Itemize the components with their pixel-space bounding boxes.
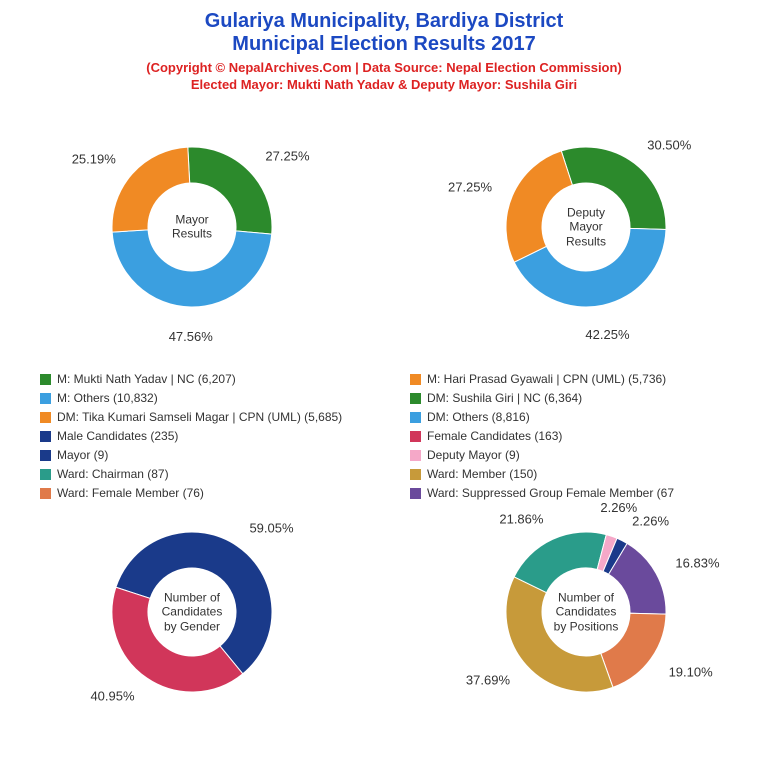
slice-label: 27.25% bbox=[448, 180, 492, 195]
legend-text: M: Others (10,832) bbox=[57, 389, 158, 407]
legend-text: Mayor (9) bbox=[57, 446, 108, 464]
legend-swatch bbox=[40, 488, 51, 499]
slice-label: 16.83% bbox=[675, 555, 719, 570]
legend-text: Ward: Chairman (87) bbox=[57, 465, 169, 483]
legend-swatch bbox=[410, 412, 421, 423]
legend-item: Male Candidates (235) bbox=[40, 427, 410, 445]
legend-item: Ward: Female Member (76) bbox=[40, 484, 410, 502]
legend-item: M: Hari Prasad Gyawali | CPN (UML) (5,73… bbox=[410, 370, 768, 388]
legend-swatch bbox=[410, 393, 421, 404]
slice-label: 21.86% bbox=[499, 512, 543, 527]
legend-text: DM: Tika Kumari Samseli Magar | CPN (UML… bbox=[57, 408, 342, 426]
slice-label: 19.10% bbox=[669, 664, 713, 679]
legend-swatch bbox=[40, 374, 51, 385]
slice-label: 25.19% bbox=[72, 152, 116, 167]
legend-text: Deputy Mayor (9) bbox=[427, 446, 520, 464]
legend-swatch bbox=[410, 431, 421, 442]
slice-label: 42.25% bbox=[585, 327, 629, 342]
legend-text: M: Mukti Nath Yadav | NC (6,207) bbox=[57, 370, 236, 388]
legend-item: DM: Tika Kumari Samseli Magar | CPN (UML… bbox=[40, 408, 410, 426]
legend-swatch bbox=[40, 450, 51, 461]
legend-text: DM: Sushila Giri | NC (6,364) bbox=[427, 389, 582, 407]
legend-item: Female Candidates (163) bbox=[410, 427, 768, 445]
legend: M: Mukti Nath Yadav | NC (6,207)M: Other… bbox=[40, 370, 768, 503]
mayor-chart: 27.25% 47.56% 25.19% MayorResults bbox=[12, 102, 372, 352]
bottom-chart-row: 59.05% 40.95% Number ofCandidatesby Gender… bbox=[0, 502, 768, 752]
slice-label: 30.50% bbox=[647, 138, 691, 153]
donut-slice bbox=[112, 230, 272, 307]
legend-swatch bbox=[410, 469, 421, 480]
legend-text: Male Candidates (235) bbox=[57, 427, 178, 445]
subtitle-line1: (Copyright © NepalArchives.Com | Data So… bbox=[0, 60, 768, 75]
gender-chart: 59.05% 40.95% Number ofCandidatesby Gender bbox=[12, 502, 372, 752]
legend-swatch bbox=[410, 450, 421, 461]
legend-swatch bbox=[40, 431, 51, 442]
donut-center-label: DeputyMayorResults bbox=[566, 205, 606, 248]
legend-text: Ward: Female Member (76) bbox=[57, 484, 204, 502]
legend-item: Ward: Chairman (87) bbox=[40, 465, 410, 483]
legend-swatch bbox=[40, 412, 51, 423]
slice-label: 2.26% bbox=[632, 514, 669, 529]
title-line1: Gulariya Municipality, Bardiya District bbox=[0, 10, 768, 33]
donut-slice bbox=[506, 151, 572, 262]
slice-label: 59.05% bbox=[249, 520, 293, 535]
legend-item: Ward: Suppressed Group Female Member (67 bbox=[410, 484, 768, 502]
slice-label: 27.25% bbox=[265, 149, 309, 164]
legend-item: M: Others (10,832) bbox=[40, 389, 410, 407]
slice-label: 37.69% bbox=[466, 673, 510, 688]
legend-item: Deputy Mayor (9) bbox=[410, 446, 768, 464]
title-block: Gulariya Municipality, Bardiya District … bbox=[0, 0, 768, 92]
legend-text: DM: Others (8,816) bbox=[427, 408, 530, 426]
legend-item: Mayor (9) bbox=[40, 446, 410, 464]
legend-text: M: Hari Prasad Gyawali | CPN (UML) (5,73… bbox=[427, 370, 666, 388]
legend-text: Female Candidates (163) bbox=[427, 427, 562, 445]
legend-text: Ward: Suppressed Group Female Member (67 bbox=[427, 484, 674, 502]
legend-item: Ward: Member (150) bbox=[410, 465, 768, 483]
legend-swatch bbox=[410, 488, 421, 499]
legend-item: DM: Others (8,816) bbox=[410, 408, 768, 426]
legend-swatch bbox=[40, 393, 51, 404]
legend-swatch bbox=[410, 374, 421, 385]
legend-item: DM: Sushila Giri | NC (6,364) bbox=[410, 389, 768, 407]
slice-label: 40.95% bbox=[90, 689, 134, 704]
donut-center-label: Number ofCandidatesby Gender bbox=[162, 590, 223, 633]
donut-center-label: MayorResults bbox=[172, 213, 212, 242]
top-chart-row: 27.25% 47.56% 25.19% MayorResults 30.50% 42.… bbox=[0, 102, 768, 352]
legend-item: M: Mukti Nath Yadav | NC (6,207) bbox=[40, 370, 410, 388]
title-line2: Municipal Election Results 2017 bbox=[0, 33, 768, 56]
legend-swatch bbox=[40, 469, 51, 480]
deputy-mayor-chart: 30.50% 42.25% 27.25% DeputyMayorResults bbox=[396, 102, 756, 352]
positions-chart: 21.86%2.26%2.26%16.83%19.10%37.69%Number… bbox=[396, 502, 756, 752]
subtitle-line2: Elected Mayor: Mukti Nath Yadav & Deputy… bbox=[0, 77, 768, 92]
legend-text: Ward: Member (150) bbox=[427, 465, 537, 483]
donut-center-label: Number ofCandidatesby Positions bbox=[554, 590, 619, 633]
slice-label: 47.56% bbox=[169, 329, 213, 344]
